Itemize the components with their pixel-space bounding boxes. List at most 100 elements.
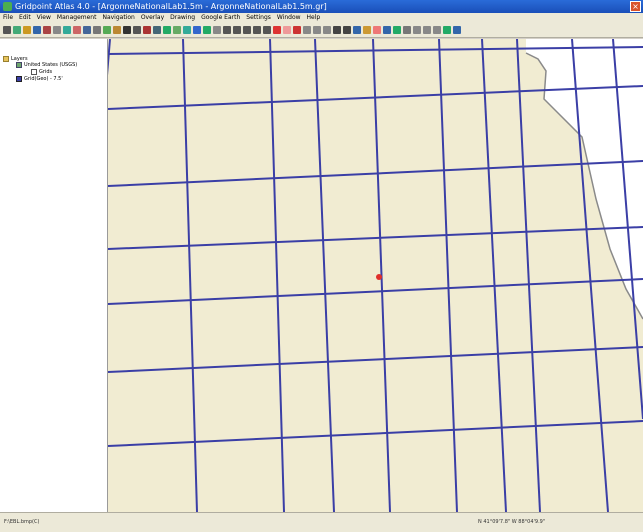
layer-tree[interactable]: Layers United States (USGS) Grids Grid(G… — [0, 39, 108, 512]
toolbar-button-icon[interactable] — [393, 26, 401, 34]
toolbar-button-icon[interactable] — [443, 26, 451, 34]
menu-edit[interactable]: Edit — [19, 14, 31, 21]
window-title: Gridpoint Atlas 4.0 - [ArgonneNationalLa… — [15, 2, 327, 11]
toolbar-button-icon[interactable] — [23, 26, 31, 34]
toolbar-button-icon[interactable] — [83, 26, 91, 34]
checkbox-icon[interactable] — [31, 69, 37, 75]
toolbar-button-icon[interactable] — [243, 26, 251, 34]
map-svg[interactable] — [108, 39, 643, 512]
toolbar-button-icon[interactable] — [223, 26, 231, 34]
grid-line-horizontal — [108, 346, 643, 373]
tree-item-label: Grid(Geo) - 7.5' — [24, 76, 63, 82]
menu-google-earth[interactable]: Google Earth — [201, 14, 241, 21]
toolbar-button-icon[interactable] — [93, 26, 101, 34]
grid-line-vertical — [571, 39, 609, 512]
layer-icon — [16, 62, 22, 68]
toolbar-button-icon[interactable] — [3, 26, 11, 34]
status-bar: F:\EBL.bmp(C) N 41°09'7.8" W 88°04'9.9" — [0, 512, 643, 532]
tree-item-united-states[interactable]: United States (USGS) — [16, 62, 77, 68]
grid-line-vertical — [481, 39, 507, 512]
grid-lines — [108, 39, 643, 512]
title-bar: Gridpoint Atlas 4.0 - [ArgonneNationalLa… — [0, 0, 643, 13]
toolbar-button-icon[interactable] — [253, 26, 261, 34]
toolbar-button-icon[interactable] — [53, 26, 61, 34]
toolbar-button-icon[interactable] — [183, 26, 191, 34]
grid-line-horizontal — [108, 278, 643, 305]
toolbar-button-icon[interactable] — [323, 26, 331, 34]
lake-michigan — [526, 39, 643, 319]
app-icon — [3, 2, 12, 11]
toolbar-button-icon[interactable] — [303, 26, 311, 34]
status-left: F:\EBL.bmp(C) — [4, 519, 40, 525]
status-coordinates: N 41°09'7.8" W 88°04'9.9" — [478, 519, 546, 525]
shoreline — [525, 52, 643, 320]
location-marker[interactable] — [376, 274, 382, 280]
grid-line-vertical — [438, 39, 458, 512]
toolbar-button-icon[interactable] — [273, 26, 281, 34]
toolbar-button-icon[interactable] — [423, 26, 431, 34]
grid-line-vertical — [182, 39, 198, 512]
toolbar-button-icon[interactable] — [33, 26, 41, 34]
menu-navigation[interactable]: Navigation — [102, 14, 135, 21]
toolbar-button-icon[interactable] — [113, 26, 121, 34]
toolbar-button-icon[interactable] — [453, 26, 461, 34]
grid-layer-icon — [16, 76, 22, 82]
toolbar-button-icon[interactable] — [363, 26, 371, 34]
tree-item-label: Grids — [39, 69, 53, 75]
toolbar-button-icon[interactable] — [343, 26, 351, 34]
toolbar-button-icon[interactable] — [103, 26, 111, 34]
toolbar-button-icon[interactable] — [383, 26, 391, 34]
map-canvas[interactable] — [108, 39, 643, 512]
grid-line-horizontal — [108, 420, 643, 447]
toolbar-button-icon[interactable] — [123, 26, 131, 34]
toolbar-button-icon[interactable] — [433, 26, 441, 34]
toolbar-button-icon[interactable] — [63, 26, 71, 34]
menu-overlay[interactable]: Overlay — [140, 14, 165, 21]
toolbar-button-icon[interactable] — [353, 26, 361, 34]
menu-drawing[interactable]: Drawing — [170, 14, 196, 21]
menu-view[interactable]: View — [36, 14, 51, 21]
toolbar-button-icon[interactable] — [173, 26, 181, 34]
tree-item-grid-geo[interactable]: Grid(Geo) - 7.5' — [16, 76, 63, 82]
grid-line-horizontal — [108, 226, 643, 250]
toolbar-button-icon[interactable] — [413, 26, 421, 34]
menu-settings[interactable]: Settings — [246, 14, 271, 21]
grid-line-vertical — [314, 39, 335, 512]
grid-line-horizontal — [108, 160, 643, 187]
toolbar-button-icon[interactable] — [73, 26, 81, 34]
menu-file[interactable]: File — [3, 14, 14, 21]
grid-line-horizontal — [108, 85, 643, 110]
toolbar-button-icon[interactable] — [313, 26, 321, 34]
toolbar-button-icon[interactable] — [43, 26, 51, 34]
toolbar-button-icon[interactable] — [283, 26, 291, 34]
toolbar-button-icon[interactable] — [263, 26, 271, 34]
menu-window[interactable]: Window — [276, 14, 301, 21]
toolbar-button-icon[interactable] — [333, 26, 341, 34]
menu-help[interactable]: Help — [306, 14, 321, 21]
menu-bar: File Edit View Management Navigation Overlay D… — [0, 13, 643, 23]
tree-root[interactable]: Layers — [3, 56, 28, 62]
grid-line-vertical — [516, 39, 541, 512]
toolbar-button-icon[interactable] — [403, 26, 411, 34]
grid-line-vertical — [269, 39, 285, 512]
close-button[interactable]: × — [630, 1, 641, 12]
tree-root-label: Layers — [11, 56, 28, 62]
toolbar-button-icon[interactable] — [213, 26, 221, 34]
toolbar-button-icon[interactable] — [143, 26, 151, 34]
toolbar-button-icon[interactable] — [133, 26, 141, 34]
grid-line-vertical — [612, 39, 643, 420]
toolbar-button-icon[interactable] — [13, 26, 21, 34]
toolbar-button-icon[interactable] — [163, 26, 171, 34]
toolbar — [0, 23, 643, 38]
toolbar-button-icon[interactable] — [373, 26, 381, 34]
toolbar-button-icon[interactable] — [293, 26, 301, 34]
grid-line-horizontal — [108, 46, 643, 55]
toolbar-button-icon[interactable] — [233, 26, 241, 34]
menu-management[interactable]: Management — [56, 14, 97, 21]
tree-item-grids[interactable]: Grids — [31, 69, 52, 75]
toolbar-button-icon[interactable] — [193, 26, 201, 34]
toolbar-button-icon[interactable] — [153, 26, 161, 34]
folder-icon — [3, 56, 9, 62]
tree-item-label: United States (USGS) — [24, 62, 78, 68]
toolbar-button-icon[interactable] — [203, 26, 211, 34]
